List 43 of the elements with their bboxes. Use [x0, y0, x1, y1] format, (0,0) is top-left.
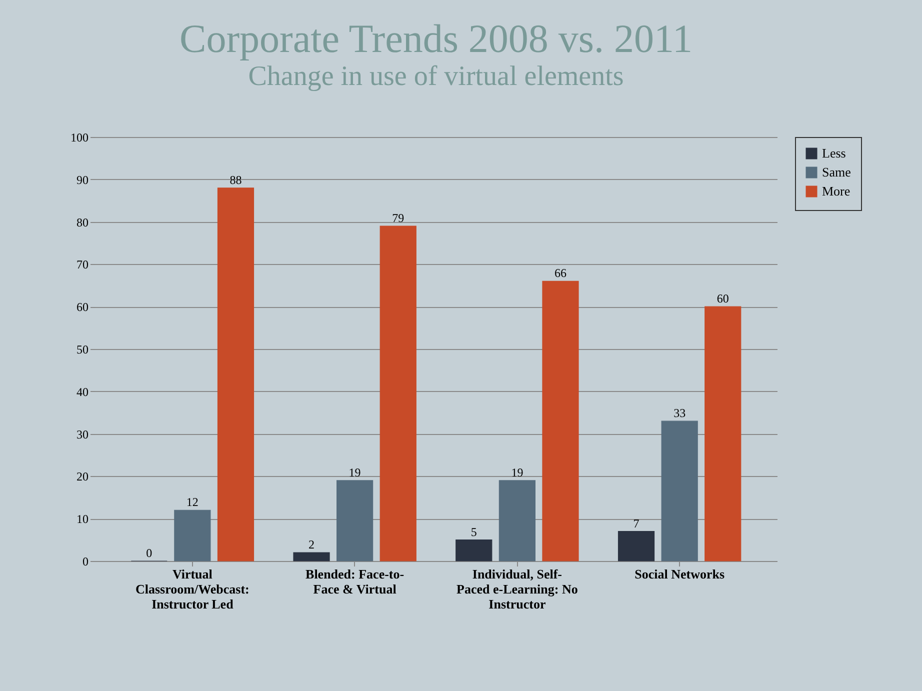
- y-tick-label: 80: [76, 215, 88, 230]
- data-label: 5: [470, 524, 477, 539]
- bar: [217, 188, 254, 562]
- bar: [498, 480, 536, 562]
- y-tick-label: 60: [76, 300, 88, 314]
- bar: [293, 552, 330, 562]
- x-tick-label: Virtual Classroom/Webcast: Instructor Led: [135, 566, 250, 612]
- legend-label: More: [822, 184, 850, 198]
- data-label: 66: [554, 266, 566, 280]
- bar: [618, 531, 655, 562]
- data-label: 79: [392, 211, 404, 226]
- data-label: 0: [146, 546, 152, 560]
- y-tick-label: 100: [70, 130, 88, 144]
- x-tick-label: Blended: Face-to-Face & Virtual: [306, 566, 404, 596]
- x-tick-label: Individual, Self-Paced e-Learning: No Instructor: [456, 566, 578, 612]
- bar: [380, 226, 416, 562]
- y-tick-label: 90: [76, 172, 88, 187]
- data-label: 12: [186, 495, 198, 510]
- chart-title: Corporate Trends 2008 vs. 2011: [180, 16, 692, 61]
- data-label: 2: [308, 538, 315, 552]
- y-tick-label: 40: [76, 384, 88, 399]
- data-label: 88: [230, 172, 242, 187]
- y-tick-label: 30: [76, 427, 88, 442]
- data-label: 33: [674, 406, 686, 420]
- data-label: 60: [716, 292, 729, 306]
- data-label: 19: [348, 465, 361, 480]
- bar: [542, 280, 579, 562]
- x-tick-label: Social Networks: [634, 566, 725, 582]
- y-tick-label: 0: [82, 554, 88, 568]
- chart-subtitle: Change in use of virtual elements: [248, 61, 624, 92]
- legend-label: Less: [822, 146, 846, 160]
- y-tick-label: 20: [76, 470, 88, 484]
- bar: [174, 510, 211, 562]
- bar: [336, 480, 374, 562]
- legend-label: Same: [822, 164, 852, 180]
- bar: [456, 540, 492, 562]
- y-tick-label: 70: [76, 258, 88, 272]
- bar: [704, 306, 742, 562]
- y-tick-label: 50: [76, 342, 88, 356]
- y-tick-label: 10: [76, 512, 88, 526]
- bar: [661, 420, 698, 562]
- data-label: 7: [633, 516, 640, 530]
- data-label: 19: [511, 465, 524, 480]
